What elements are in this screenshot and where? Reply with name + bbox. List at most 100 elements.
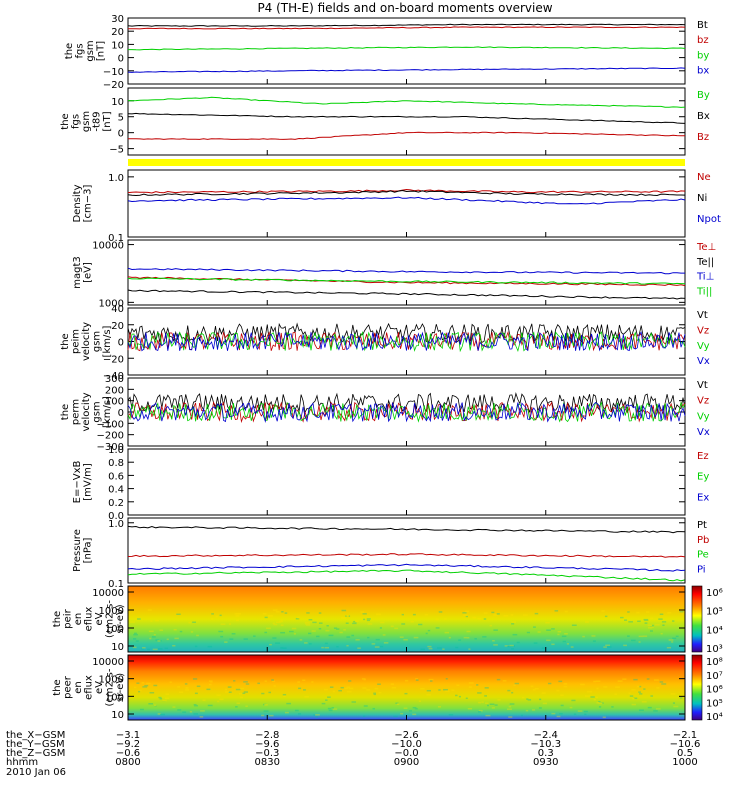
electron-spectrogram-image <box>128 655 685 720</box>
legend-ni: Ni <box>697 193 707 204</box>
y-tick-label: 5 <box>118 113 124 124</box>
series-line-bz <box>127 131 685 140</box>
legend-te: Te⊥ <box>696 242 716 253</box>
x-row-label: 2010 Jan 06 <box>6 767 66 778</box>
series-line-by <box>127 96 686 108</box>
panel-frame <box>127 87 686 156</box>
legend-bt: Bt <box>697 20 708 31</box>
x-tick-label-x_gsm: −2.8 <box>255 730 279 741</box>
panel-velocity-peim: 40 20 0 −20 −40 thepeimvelocitygsm[km/s] Vt Vz V… <box>60 304 710 382</box>
series-line-vy <box>127 330 686 353</box>
x-row-label: the_Y−GSM <box>6 739 65 750</box>
x-tick-label-z_gsm: −0.6 <box>116 748 140 759</box>
y-tick-label: 300 <box>105 374 124 385</box>
y-tick-label: −200 <box>97 431 124 442</box>
legend-by: by <box>697 50 709 61</box>
x-tick-label-z_gsm: 0.5 <box>677 748 693 759</box>
series-line-ni <box>127 189 686 197</box>
panel-pressure: 1.0 0.1 Pressure[nPa] Pt Pb Pe Pi <box>72 517 709 590</box>
chart-title: P4 (TH-E) fields and on-board moments ov… <box>257 1 552 15</box>
colorbar-tick-label: 10⁶ <box>706 685 723 696</box>
x-row-label: the_Z−GSM <box>6 748 65 759</box>
legend-vz: Vz <box>697 396 709 407</box>
series-line-bx <box>127 67 686 73</box>
y-tick-label: 0 <box>118 338 124 349</box>
y-tick-label: 10 <box>111 40 124 51</box>
y-tick-label: 10 <box>111 710 124 721</box>
y-tick-label: 100 <box>105 624 124 635</box>
series-line-pi <box>127 563 686 572</box>
y-tick-label: 10000 <box>92 588 124 599</box>
y-tick-label: 1.0 <box>108 519 124 530</box>
legend-ex: Ex <box>697 492 709 503</box>
series-line-npot <box>127 196 686 205</box>
legend-vt: Vt <box>697 310 708 321</box>
x-tick-label-hhmm: 0800 <box>115 757 140 768</box>
legend-ti: Ti⊥ <box>696 272 714 283</box>
colorbar-tick-label: 10³ <box>706 644 723 655</box>
y-tick-label: 10000 <box>92 657 124 668</box>
y-axis-label: Pressure[nPa] <box>72 529 94 572</box>
x-row-label: hhmm <box>6 757 38 768</box>
series-line-pt <box>127 525 686 534</box>
y-tick-label: 1000 <box>99 675 124 686</box>
x-tick-label-hhmm: 0900 <box>394 757 419 768</box>
panel-mode <box>128 159 685 166</box>
legend-bx: Bx <box>697 111 710 122</box>
legend-ne: Ne <box>697 172 711 183</box>
series-line-bz <box>127 26 686 30</box>
x-tick-label-x_gsm: −2.1 <box>673 730 697 741</box>
series-line-vx <box>127 401 686 423</box>
x-row-label: the_X−GSM <box>6 730 65 741</box>
y-tick-label: 0.1 <box>108 233 124 244</box>
y-tick-label: 0.1 <box>108 579 124 590</box>
y-tick-label: 10 <box>111 642 124 653</box>
y-tick-label: 0.4 <box>108 485 124 496</box>
y-tick-label: 1.0 <box>108 445 124 456</box>
y-tick-label: −40 <box>103 371 124 382</box>
y-tick-label: −20 <box>103 354 124 365</box>
x-tick-label-y_gsm: −10.3 <box>530 739 561 750</box>
y-tick-label: 20 <box>111 27 124 38</box>
y-tick-label: 40 <box>111 304 124 315</box>
y-tick-label: 0.0 <box>108 511 124 522</box>
panels-group: 3020100−10−20thefgsgsm[nT]Btbzbybx1050−5… <box>52 14 723 723</box>
y-tick-label: −20 <box>103 80 124 91</box>
ion-spectrogram-image <box>128 586 685 652</box>
colorbar-tick-label: 10⁵ <box>706 698 723 709</box>
y-tick-label: −5 <box>109 145 124 156</box>
y-tick-label: −100 <box>97 419 124 430</box>
y-axis-label: thepeerenefluxeV(cm2-s-sr-eV) <box>52 668 126 706</box>
x-tick-label-z_gsm: −0.3 <box>255 748 279 759</box>
legend-ey: Ey <box>697 472 709 483</box>
panel-ion-spectrogram: 10⁶ 10⁵ 10⁴ 10³ 10000 1000 100 10 thepeireneflux… <box>52 585 723 655</box>
legend-ez: Ez <box>697 451 709 462</box>
panel-temperature: 10000 1000 magt3[eV] Te⊥ Te|| Ti⊥ Ti|| <box>72 239 716 309</box>
colorbar-tick-label: 10⁴ <box>706 712 723 723</box>
series-line-bt <box>127 23 686 27</box>
ion-spectrogram-texture <box>130 609 684 651</box>
legend-ti: Ti|| <box>696 287 712 298</box>
colorbar-tick-label: 10⁶ <box>706 588 723 599</box>
x-tick-label-hhmm: 1000 <box>672 757 697 768</box>
colorbar-tick-label: 10⁵ <box>706 607 723 618</box>
y-tick-label: 1000 <box>99 606 124 617</box>
series-line-vz <box>127 401 686 424</box>
series-line-ne <box>127 188 686 194</box>
legend-pt: Pt <box>697 520 707 531</box>
y-axis-label: magt3[eV] <box>72 256 94 289</box>
legend-vy: Vy <box>697 341 710 352</box>
series-line-vy <box>127 401 686 423</box>
x-tick-label-z_gsm: 0.3 <box>538 748 554 759</box>
panel-efield: 1.0 0.8 0.6 0.4 0.2 0.0 E=−VxB[mV/m] Ez Ey Ex <box>72 445 709 522</box>
electron-spectrogram-texture <box>134 678 683 719</box>
x-tick-label-z_gsm: −0.0 <box>394 748 418 759</box>
series-line-by <box>128 46 686 51</box>
y-tick-label: 0.2 <box>108 498 124 509</box>
y-tick-label: 20 <box>111 321 124 332</box>
y-axis-label: thepeirenefluxeV(cm2-s-sr-eV) <box>52 600 126 638</box>
series-line-ti <box>127 277 686 285</box>
series-line-vt <box>127 322 686 344</box>
